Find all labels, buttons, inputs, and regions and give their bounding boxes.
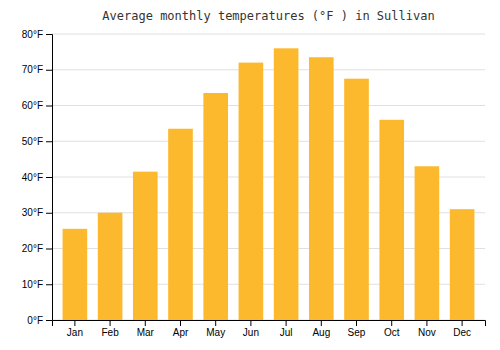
tick-label: May [206,327,225,338]
grid-line [52,105,485,106]
tick-label: Feb [101,327,119,338]
tick: Jul [280,320,293,338]
bar [379,120,404,320]
bar [63,229,88,320]
tick: 50°F [22,136,52,147]
grid-line [52,69,485,70]
tick: May [206,320,225,338]
tick-mark [286,320,287,326]
grid [52,34,485,320]
tick-mark [46,320,52,321]
tick-mark [321,320,322,326]
tick-mark [356,320,357,326]
tick-mark [46,141,52,142]
bar [239,63,264,320]
tick-mark [46,249,52,250]
tick: Apr [173,320,189,338]
axis-line [53,321,486,327]
tick-mark [215,320,216,326]
bar [133,172,158,320]
bar [415,166,440,320]
tick: Jun [243,320,259,338]
tick: Sep [348,320,366,338]
tick-mark [110,320,111,326]
title: Average monthly temperatures (°F ) in Su… [102,9,434,23]
bar [98,213,123,320]
tick-label: Jan [67,327,83,338]
tick: Feb [101,320,119,338]
tick-label: 60°F [22,100,43,111]
bar [203,93,228,320]
tick: 30°F [22,207,52,218]
bar [168,129,193,320]
tick-mark [46,213,52,214]
bar [450,209,475,320]
tick-mark [180,320,181,326]
grid-line [52,34,485,35]
axis-line [46,35,53,321]
tick: 70°F [22,64,52,75]
tick-mark [74,320,75,326]
bars [63,48,475,320]
bar [344,79,369,320]
tick-label: 0°F [27,315,43,326]
tick-label: Apr [173,327,189,338]
tick-mark [46,34,52,35]
tick-label: Mar [137,327,155,338]
chart: 0°F 10°F 20°F 30°F 40°F 50°F 60°F 70°F 80°F Jan Fe… [0,0,500,350]
tick-label: 50°F [22,136,43,147]
tick: 80°F [22,29,52,40]
tick-label: 40°F [22,172,43,183]
tick-mark [46,106,52,107]
y-axis: 0°F 10°F 20°F 30°F 40°F 50°F 60°F 70°F 80°F [22,29,53,326]
tick: 0°F [27,315,52,326]
tick-mark [426,320,427,326]
tick-label: 30°F [22,207,43,218]
x-axis: Jan Feb Mar Apr May Jun Jul Aug Sep Oct Nov Dec [53,320,486,338]
tick-label: Jun [243,327,259,338]
grid-line [52,141,485,142]
tick: 10°F [22,279,52,290]
tick-label: Dec [453,327,471,338]
tick: 40°F [22,172,52,183]
bar [309,57,334,320]
tick-mark [46,177,52,178]
tick-mark [46,284,52,285]
tick-label: 10°F [22,279,43,290]
tick-label: Sep [348,327,366,338]
bar [274,48,299,320]
tick: 20°F [22,243,52,254]
tick: Nov [418,320,436,338]
tick-label: Nov [418,327,436,338]
plot: 0°F 10°F 20°F 30°F 40°F 50°F 60°F 70°F 80°F Jan Fe… [22,29,486,338]
tick-label: 20°F [22,243,43,254]
tick: Dec [453,320,471,338]
tick-mark [46,70,52,71]
tick: 60°F [22,100,52,111]
tick-mark [250,320,251,326]
tick-label: 80°F [22,29,43,40]
tick-label: Aug [312,327,330,338]
tick: Oct [384,320,400,338]
tick-mark [462,320,463,326]
tick-mark [391,320,392,326]
tick: Jan [67,320,83,338]
tick-label: Oct [384,327,400,338]
tick: Aug [312,320,330,338]
tick: Mar [137,320,155,338]
tick-mark [145,320,146,326]
tick-label: 70°F [22,64,43,75]
tick-label: Jul [280,327,293,338]
